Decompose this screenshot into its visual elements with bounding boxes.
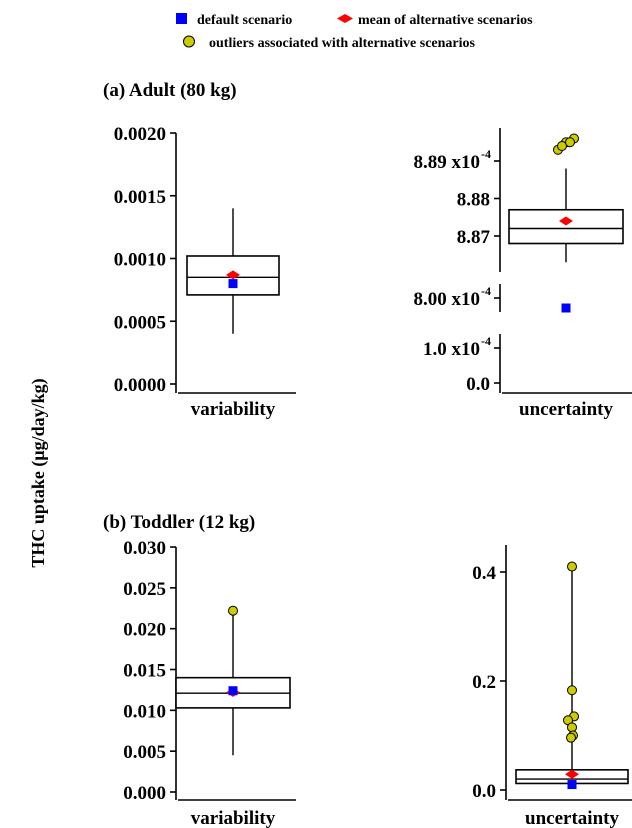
y-tick-label: 1.0 x10 <box>423 339 480 360</box>
y-tick-label: 0.030 <box>123 538 166 559</box>
y-tick-label: 0.000 <box>123 783 166 804</box>
y-axis-label: THC uptake (μg/day/kg) <box>28 378 49 567</box>
y-tick-label: 0.4 <box>472 563 496 584</box>
outlier-point <box>567 685 577 696</box>
y-tick-label: 8.00 x10 <box>414 289 481 310</box>
default-marker <box>561 303 571 313</box>
legend-outlier-marker <box>183 35 195 48</box>
legend-outlier-label: outliers associated with alternative sce… <box>209 36 476 51</box>
iqr-box <box>508 208 624 245</box>
y-tick-exponent: -4 <box>481 147 491 161</box>
y-tick-label: 0.0020 <box>114 124 166 145</box>
y-tick-exponent: -4 <box>481 284 491 298</box>
panel-b-title: (b) Toddler (12 kg) <box>103 512 255 533</box>
y-tick-label: 0.020 <box>123 620 166 641</box>
mean-marker <box>559 216 573 226</box>
plot-adult-uncertainty: 8.878.888.89 x10 -40.01.0 x10 -48.00 x10 -4… <box>414 128 632 420</box>
y-tick-label: 8.87 <box>457 227 491 248</box>
plot-toddler-variability: 0.000 0.005 0.010 0.015 0.020 0.025 0.030 varia… <box>123 538 296 828</box>
y-tick-label: 0.015 <box>123 661 166 682</box>
y-tick-label: 0.0015 <box>114 187 166 208</box>
outlier-point <box>228 605 238 616</box>
plot-adult-variability: 0.0000 0.0005 0.0010 0.0015 0.0020 variabilit… <box>114 124 296 420</box>
default-marker <box>228 686 238 696</box>
legend-mean-marker <box>337 14 353 23</box>
mean-marker <box>226 270 240 280</box>
y-tick-label: 0.0010 <box>114 250 166 271</box>
x-category-label: variability <box>191 399 276 420</box>
panel-a-title: (a) Adult (80 kg) <box>103 80 237 101</box>
y-tick-label: 0.025 <box>123 579 166 600</box>
legend: default scenario mean of alternative sce… <box>176 13 533 51</box>
outlier-point <box>566 732 576 743</box>
y-tick-label: 0.010 <box>123 701 166 722</box>
x-category-label: uncertainty <box>525 808 619 828</box>
y-tick-exponent: -4 <box>481 334 491 348</box>
default-marker <box>228 279 238 289</box>
default-marker <box>567 780 577 790</box>
outlier-point <box>567 722 577 733</box>
x-category-label: uncertainty <box>519 399 613 420</box>
y-tick-label: 0.0005 <box>114 312 166 333</box>
legend-default-label: default scenario <box>197 13 292 28</box>
x-category-label: variability <box>191 808 276 828</box>
y-tick-label: 0.0 <box>466 374 490 395</box>
plot-toddler-uncertainty: 0.0 0.2 0.4 uncertainty <box>472 545 632 828</box>
outlier-point <box>557 141 567 151</box>
y-tick-label: 8.89 x10 <box>414 152 481 173</box>
mean-marker <box>565 769 579 779</box>
y-tick-label: 8.88 <box>457 190 490 211</box>
legend-default-marker <box>176 13 187 24</box>
y-tick-label: 0.005 <box>123 742 166 763</box>
outlier-point <box>565 137 575 148</box>
legend-mean-label: mean of alternative scenarios <box>358 13 533 28</box>
y-tick-label: 0.2 <box>472 672 496 693</box>
outlier-point <box>567 561 577 572</box>
y-tick-label: 0.0000 <box>114 375 166 396</box>
iqr-box <box>186 255 280 296</box>
y-tick-label: 0.0 <box>472 781 496 802</box>
